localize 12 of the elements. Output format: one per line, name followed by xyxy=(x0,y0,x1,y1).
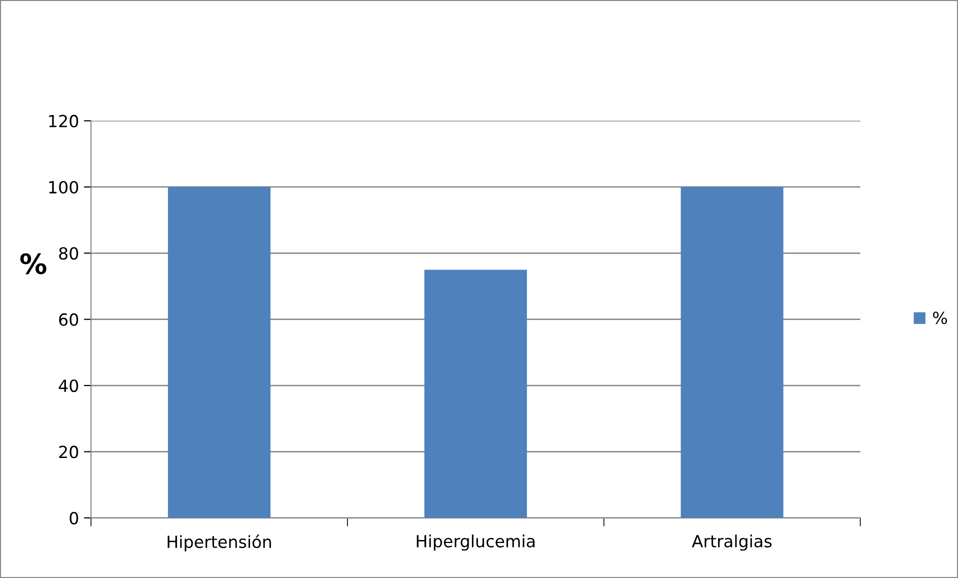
x-tick-label: Hipertensión xyxy=(168,534,271,552)
y-tick-label: 120 xyxy=(49,114,78,128)
x-tick-label: Artralgias xyxy=(692,534,772,551)
y-tick-label: 80 xyxy=(59,247,78,260)
y-tick-label: 100 xyxy=(49,180,78,194)
y-tick-label: 20 xyxy=(59,446,78,458)
y-tick-label: 40 xyxy=(58,379,78,392)
legend-label: % xyxy=(933,312,947,324)
y-tick-label: 0 xyxy=(70,512,78,524)
y-tick-label: 60 xyxy=(59,313,78,326)
x-tick-label: Hiperglucemia xyxy=(416,534,535,551)
y-axis-title: % xyxy=(20,253,46,274)
